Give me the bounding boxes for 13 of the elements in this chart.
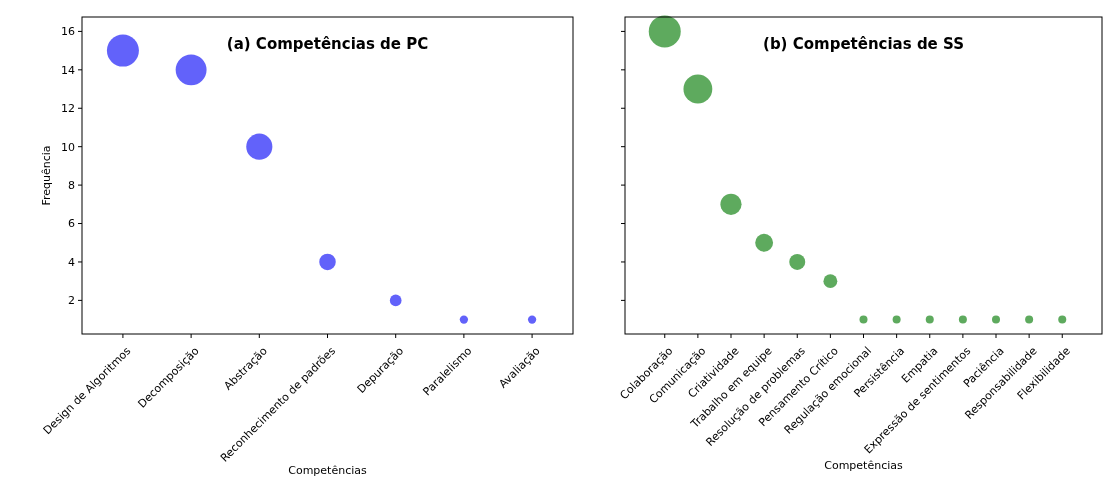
text: (b) Competências de SS bbox=[763, 35, 964, 53]
text: (a) Competências de PC bbox=[226, 35, 429, 53]
y-tick-label: 8 bbox=[68, 178, 75, 192]
x-axis-title: Competências bbox=[824, 458, 904, 472]
y-tick-label: 6 bbox=[68, 217, 75, 231]
y-tick-label: 12 bbox=[61, 102, 75, 116]
x-axis-title: Competências bbox=[288, 463, 368, 477]
y-tick-label: 10 bbox=[61, 140, 75, 154]
y-tick-label: 14 bbox=[61, 63, 75, 77]
y-axis-title: Frequência bbox=[40, 145, 53, 206]
y-tick-label: 16 bbox=[61, 25, 75, 39]
y-tick-label: 2 bbox=[68, 294, 75, 308]
y-tick-label: 4 bbox=[68, 255, 75, 269]
